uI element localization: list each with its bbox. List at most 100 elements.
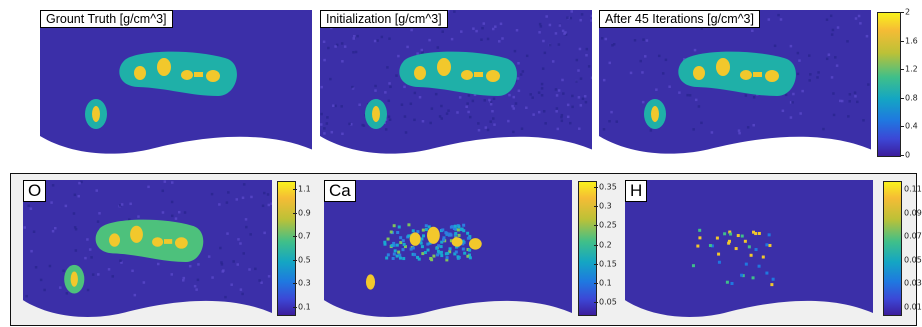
noise-speckle bbox=[808, 79, 811, 82]
noise-speckle bbox=[521, 70, 525, 73]
noise-speckle bbox=[323, 132, 326, 135]
hydrogen-voxel bbox=[770, 283, 774, 287]
noise-speckle bbox=[848, 93, 852, 96]
noise-speckle bbox=[512, 95, 516, 99]
noise-speckle bbox=[612, 43, 616, 46]
calcium-voxel bbox=[395, 243, 399, 247]
bone-region bbox=[157, 58, 171, 76]
noise-speckle bbox=[248, 268, 251, 271]
noise-speckle bbox=[789, 101, 793, 104]
noise-speckle bbox=[97, 273, 100, 276]
noise-speckle bbox=[554, 88, 558, 91]
noise-speckle bbox=[692, 128, 695, 131]
noise-speckle bbox=[514, 102, 518, 105]
calcium-voxel bbox=[416, 230, 420, 234]
noise-speckle bbox=[697, 105, 701, 108]
noise-speckle bbox=[831, 28, 835, 32]
calcium-voxel bbox=[427, 225, 431, 229]
noise-speckle bbox=[161, 211, 165, 214]
noise-speckle bbox=[261, 204, 265, 208]
calcium-voxel bbox=[467, 253, 471, 257]
noise-speckle bbox=[560, 119, 564, 123]
noise-speckle bbox=[352, 51, 355, 54]
hydrogen-voxel bbox=[752, 230, 756, 234]
noise-speckle bbox=[174, 217, 178, 220]
hydrogen-voxel bbox=[754, 248, 758, 252]
colorbar-tick-mark bbox=[293, 236, 297, 238]
noise-speckle bbox=[263, 191, 266, 195]
noise-speckle bbox=[358, 103, 361, 107]
hydrogen-voxel bbox=[771, 277, 775, 281]
noise-speckle bbox=[218, 203, 221, 206]
panel-title: After 45 Iterations [g/cm^3] bbox=[599, 10, 760, 28]
noise-speckle bbox=[258, 279, 261, 282]
calcium-voxel bbox=[429, 257, 433, 261]
noise-speckle bbox=[575, 80, 578, 83]
noise-speckle bbox=[584, 100, 588, 104]
noise-speckle bbox=[170, 214, 174, 218]
noise-speckle bbox=[350, 123, 353, 126]
noise-speckle bbox=[661, 72, 665, 75]
calcium-voxel bbox=[409, 247, 413, 251]
noise-speckle bbox=[825, 18, 829, 21]
top-colorbar bbox=[877, 12, 901, 157]
noise-speckle bbox=[575, 58, 579, 62]
noise-speckle bbox=[320, 123, 323, 126]
hydrogen-voxel bbox=[725, 280, 729, 284]
panel-calcium: ~ Ca bbox=[324, 180, 572, 323]
bone-region bbox=[70, 271, 78, 287]
noise-speckle bbox=[388, 82, 391, 85]
noise-speckle bbox=[516, 77, 520, 80]
calcium-voxel bbox=[453, 233, 457, 237]
calcium-voxel bbox=[399, 241, 403, 245]
noise-speckle bbox=[181, 279, 185, 282]
noise-speckle bbox=[387, 115, 391, 118]
calcium-voxel bbox=[449, 239, 453, 243]
noise-speckle bbox=[120, 203, 124, 206]
noise-speckle bbox=[400, 103, 404, 106]
noise-speckle bbox=[322, 40, 326, 44]
calcium-voxel bbox=[462, 223, 466, 227]
noise-speckle bbox=[579, 104, 583, 107]
calcium-voxel bbox=[401, 239, 405, 243]
colorbar-tick-mark bbox=[900, 69, 904, 71]
noise-speckle bbox=[480, 38, 483, 41]
noise-speckle bbox=[242, 183, 246, 186]
noise-speckle bbox=[799, 112, 802, 115]
calcium-voxel bbox=[445, 232, 449, 236]
noise-speckle bbox=[62, 269, 65, 273]
noise-speckle bbox=[119, 259, 122, 262]
noise-speckle bbox=[540, 82, 544, 86]
colorbar-tick-mark bbox=[594, 282, 598, 284]
noise-speckle bbox=[239, 288, 243, 291]
noise-speckle bbox=[220, 263, 224, 266]
noise-speckle bbox=[511, 104, 514, 108]
colorbar-tick-mark bbox=[293, 259, 297, 261]
noise-speckle bbox=[579, 77, 583, 80]
hydrogen-voxel bbox=[757, 264, 761, 268]
noise-speckle bbox=[694, 98, 698, 102]
noise-speckle bbox=[131, 269, 134, 273]
noise-speckle bbox=[254, 267, 257, 271]
noise-speckle bbox=[642, 38, 645, 41]
noise-speckle bbox=[489, 120, 492, 123]
noise-speckle bbox=[848, 100, 851, 103]
noise-speckle bbox=[409, 102, 413, 106]
noise-speckle bbox=[118, 204, 122, 207]
noise-speckle bbox=[816, 76, 819, 79]
noise-speckle bbox=[827, 53, 831, 56]
calcium-voxel bbox=[450, 225, 454, 229]
noise-speckle bbox=[384, 91, 387, 94]
ground-truth-image bbox=[40, 10, 312, 154]
noise-speckle bbox=[560, 115, 563, 119]
noise-speckle bbox=[332, 104, 335, 107]
hydrogen-voxel bbox=[734, 247, 738, 251]
image-field bbox=[625, 180, 873, 317]
noise-speckle bbox=[641, 100, 645, 104]
bone-region bbox=[174, 237, 188, 249]
noise-speckle bbox=[129, 202, 132, 206]
calcium-voxel bbox=[392, 243, 396, 247]
noise-speckle bbox=[867, 83, 870, 86]
hydrogen-voxel bbox=[740, 273, 744, 277]
hydrogen-colorbar bbox=[883, 181, 902, 316]
